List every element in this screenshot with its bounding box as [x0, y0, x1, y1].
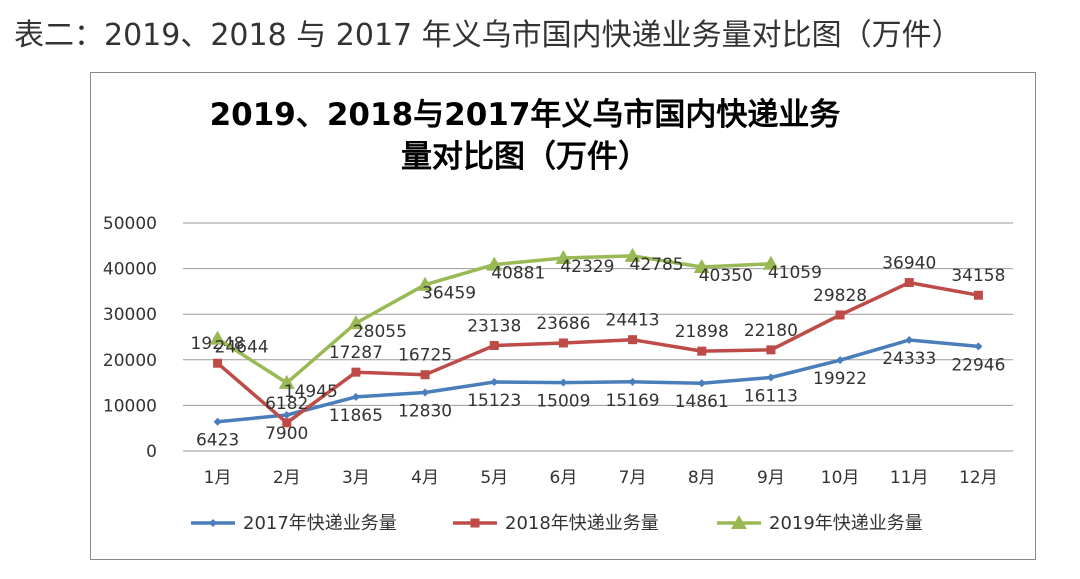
data-label: 24413 — [606, 311, 660, 331]
data-point — [213, 417, 222, 426]
y-tick-label: 50000 — [103, 214, 157, 234]
legend-label: 2017年快递业务量 — [243, 513, 397, 534]
data-point — [347, 315, 364, 330]
x-tick-label: 4月 — [411, 468, 439, 488]
data-label: 16725 — [398, 346, 452, 366]
data-label: 14945 — [284, 382, 338, 402]
data-point — [209, 330, 226, 345]
chart-title-line: 量对比图（万件） — [401, 139, 649, 175]
data-label: 6423 — [196, 431, 239, 451]
chart-title-line: 2019、2018与2017年义乌市国内快递业务 — [210, 97, 841, 133]
data-point — [490, 378, 499, 387]
data-label: 21898 — [675, 322, 729, 342]
data-label: 40350 — [699, 266, 753, 286]
data-label: 34158 — [951, 266, 1005, 286]
x-tick-label: 8月 — [688, 468, 716, 488]
data-point — [282, 410, 291, 419]
y-tick-label: 30000 — [103, 305, 157, 325]
legend-swatch-marker — [470, 518, 480, 528]
series-line — [216, 280, 979, 425]
data-point — [213, 358, 223, 368]
legend-swatch-marker — [731, 515, 747, 529]
x-tick-label: 7月 — [619, 468, 647, 488]
data-label: 19922 — [813, 369, 867, 389]
data-point — [420, 370, 430, 380]
data-label: 40881 — [491, 264, 545, 284]
data-label: 41059 — [768, 263, 822, 283]
data-label: 42329 — [560, 257, 614, 277]
data-label: 22180 — [744, 321, 798, 341]
data-point — [351, 367, 361, 377]
x-tick-label: 12月 — [959, 468, 998, 488]
data-label: 29828 — [813, 286, 867, 306]
data-label: 15123 — [467, 391, 521, 411]
data-point — [835, 310, 845, 320]
data-label: 42785 — [630, 255, 684, 275]
data-label: 12830 — [398, 401, 452, 421]
data-point — [762, 255, 779, 270]
data-point — [905, 336, 914, 345]
data-label: 28055 — [353, 322, 407, 342]
data-point — [697, 379, 706, 388]
data-point — [558, 338, 568, 348]
x-tick-label: 9月 — [757, 468, 785, 488]
data-label: 15009 — [536, 392, 590, 412]
x-tick-label: 3月 — [342, 468, 370, 488]
data-point — [697, 346, 707, 356]
y-tick-label: 0 — [146, 442, 157, 462]
x-tick-label: 6月 — [550, 468, 578, 488]
data-point — [278, 374, 295, 389]
x-tick-label: 5月 — [480, 468, 508, 488]
data-point — [282, 418, 292, 428]
data-label: 23138 — [467, 316, 521, 336]
data-point — [559, 378, 568, 387]
data-label: 36459 — [422, 284, 476, 304]
y-tick-label: 40000 — [103, 260, 157, 280]
figure-caption: 表二：2019、2018 与 2017 年义乌市国内快递业务量对比图（万件） — [14, 18, 962, 53]
data-label: 6182 — [265, 394, 308, 414]
data-label: 24333 — [882, 349, 936, 369]
data-point — [904, 278, 914, 288]
y-tick-label: 20000 — [103, 351, 157, 371]
data-point — [421, 388, 430, 397]
data-point — [693, 259, 710, 274]
data-point — [628, 335, 638, 345]
data-point — [628, 377, 637, 386]
data-point — [555, 249, 572, 264]
legend-label: 2019年快递业务量 — [769, 513, 923, 534]
data-label: 7900 — [265, 424, 308, 444]
data-label: 24644 — [215, 338, 269, 358]
data-label: 16113 — [744, 387, 798, 407]
data-point — [624, 247, 641, 262]
data-label: 15169 — [606, 391, 660, 411]
data-point — [417, 276, 434, 291]
data-label: 17287 — [329, 343, 383, 363]
series-line — [217, 338, 979, 424]
x-tick-label: 2月 — [273, 468, 301, 488]
chart-frame: 2019、2018与2017年义乌市国内快递业务 量对比图（万件） 0 10000 20… — [90, 72, 1036, 560]
data-point — [351, 392, 360, 401]
data-point — [486, 256, 503, 271]
data-label: 11865 — [329, 406, 383, 426]
data-label: 23686 — [536, 314, 590, 334]
x-tick-label: 1月 — [204, 468, 232, 488]
data-point — [836, 356, 845, 365]
data-point — [766, 345, 776, 355]
legend-label: 2018年快递业务量 — [505, 513, 659, 534]
data-label: 22946 — [951, 355, 1005, 375]
x-tick-label: 11月 — [890, 468, 929, 488]
x-tick-label: 10月 — [821, 468, 860, 488]
legend-swatch-marker — [209, 519, 217, 527]
data-point — [766, 373, 775, 382]
data-point — [974, 342, 983, 351]
data-point — [489, 340, 499, 350]
y-tick-label: 10000 — [103, 396, 157, 416]
data-point — [973, 290, 983, 300]
data-label: 14861 — [675, 392, 729, 412]
data-label: 36940 — [882, 254, 936, 274]
